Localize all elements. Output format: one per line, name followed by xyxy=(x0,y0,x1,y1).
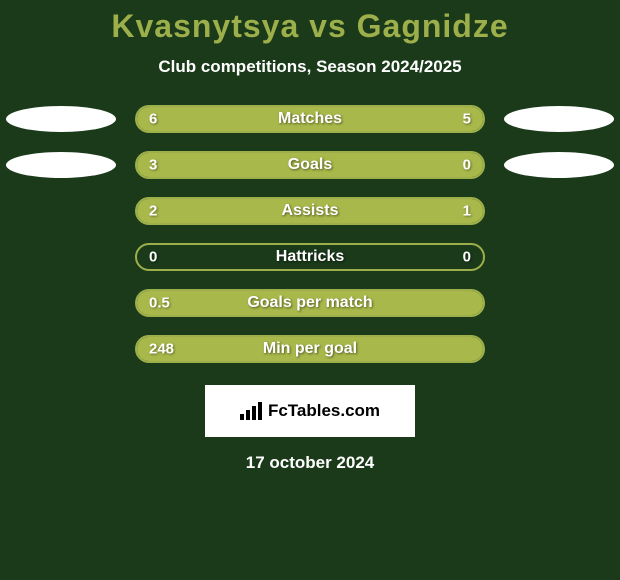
bar-track: 2 1 Assists xyxy=(135,197,485,225)
bar-track: 0.5 Goals per match xyxy=(135,289,485,317)
date-label: 17 october 2024 xyxy=(0,453,620,473)
metric-row: 3 0 Goals xyxy=(0,151,620,179)
value-left: 6 xyxy=(149,111,157,128)
bar-track: 3 0 Goals xyxy=(135,151,485,179)
metric-label: Assists xyxy=(282,202,339,220)
player-right-ellipse xyxy=(504,152,614,178)
metric-label: Goals xyxy=(288,156,332,174)
metric-label: Matches xyxy=(278,110,342,128)
metric-row: 0 0 Hattricks xyxy=(0,243,620,271)
value-left: 0.5 xyxy=(149,295,170,312)
metric-label: Hattricks xyxy=(276,248,344,266)
page-title: Kvasnytsya vs Gagnidze xyxy=(0,8,620,45)
metric-label: Goals per match xyxy=(247,294,372,312)
metrics-list: 6 5 Matches 3 0 Goals 2 1 Assists 0 0 Hattricks 0.5 G… xyxy=(0,105,620,363)
bar-track: 6 5 Matches xyxy=(135,105,485,133)
value-left: 248 xyxy=(149,341,174,358)
bar-left xyxy=(137,153,393,177)
subtitle: Club competitions, Season 2024/2025 xyxy=(0,57,620,77)
bar-chart-icon xyxy=(240,402,262,420)
value-right: 0 xyxy=(463,157,471,174)
metric-row: 0.5 Goals per match xyxy=(0,289,620,317)
source-badge: FcTables.com xyxy=(205,385,415,437)
player-left-ellipse xyxy=(6,152,116,178)
value-left: 0 xyxy=(149,249,157,266)
metric-label: Min per goal xyxy=(263,340,357,358)
value-left: 3 xyxy=(149,157,157,174)
bar-left xyxy=(137,199,397,223)
metric-row: 2 1 Assists xyxy=(0,197,620,225)
value-left: 2 xyxy=(149,203,157,220)
comparison-card: Kvasnytsya vs Gagnidze Club competitions… xyxy=(0,0,620,473)
badge-text: FcTables.com xyxy=(268,401,380,421)
bar-track: 0 0 Hattricks xyxy=(135,243,485,271)
value-right: 5 xyxy=(463,111,471,128)
value-right: 1 xyxy=(463,203,471,220)
value-right: 0 xyxy=(463,249,471,266)
player-right-ellipse xyxy=(504,106,614,132)
metric-row: 6 5 Matches xyxy=(0,105,620,133)
player-left-ellipse xyxy=(6,106,116,132)
metric-row: 248 Min per goal xyxy=(0,335,620,363)
bar-track: 248 Min per goal xyxy=(135,335,485,363)
